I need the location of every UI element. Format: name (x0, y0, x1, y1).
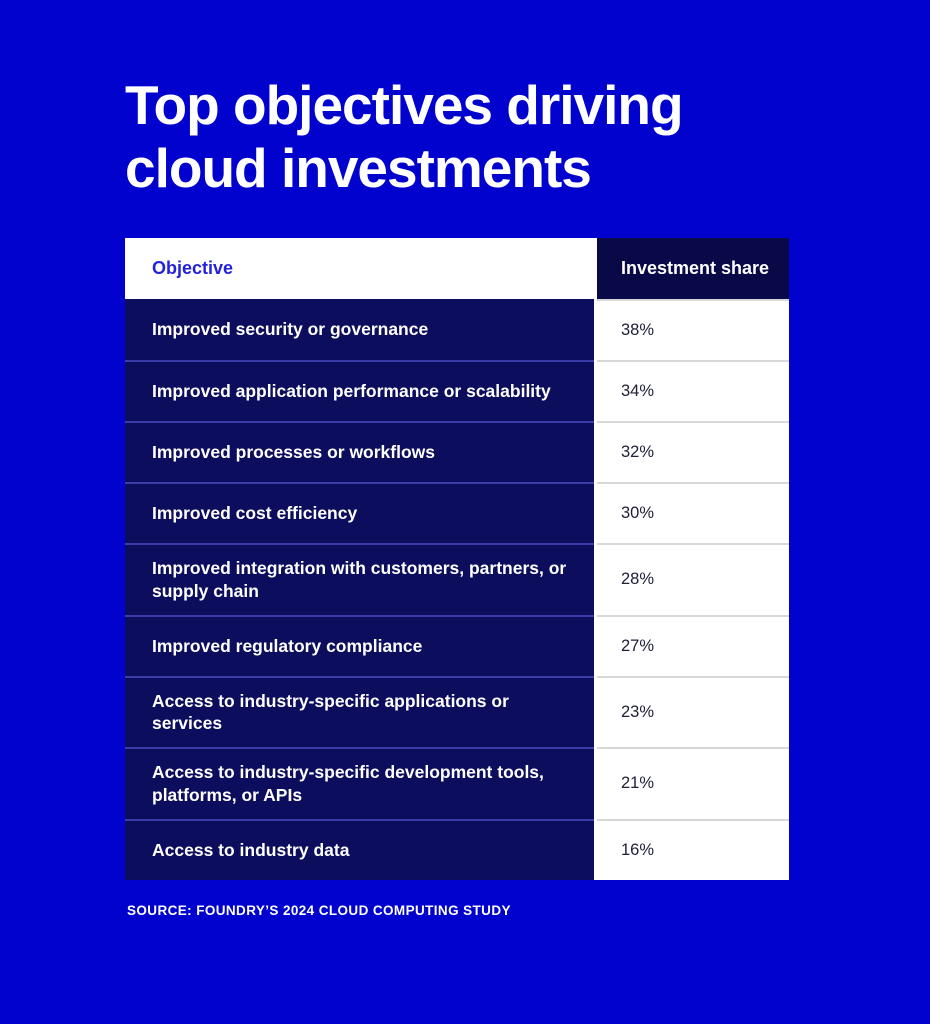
page-title-line2: cloud investments (125, 136, 592, 199)
objective-label: Access to industry-specific applications… (152, 690, 509, 734)
objective-label: Improved application performance or scal… (152, 381, 551, 402)
objective-cell: Access to industry data (125, 818, 594, 880)
objective-label: Improved processes or workflows (152, 442, 436, 463)
table-row: Improved cost efficiency 30% (125, 482, 789, 543)
share-value: 34% (621, 382, 655, 400)
objective-cell: Access to industry-specific development … (125, 747, 594, 819)
share-cell: 16% (597, 818, 789, 880)
page-title: Top objectives driving cloud investments (125, 74, 825, 199)
objective-label: Access to industry data (152, 839, 350, 860)
objective-cell: Improved application performance or scal… (125, 360, 594, 421)
share-cell: 27% (597, 614, 789, 676)
objective-cell: Improved integration with customers, par… (125, 543, 594, 615)
objectives-table: Objective Investment share Improved secu… (125, 238, 789, 880)
share-cell: 28% (597, 543, 789, 615)
header-share-label: Investment share (621, 258, 770, 278)
objective-cell: Improved security or governance (125, 299, 594, 360)
share-cell: 23% (597, 675, 789, 747)
table-row: Access to industry-specific applications… (125, 675, 789, 747)
column-divider (594, 360, 597, 421)
column-divider (594, 614, 597, 676)
objective-cell: Improved cost efficiency (125, 482, 594, 543)
share-cell: 34% (597, 360, 789, 421)
header-objective-label: Objective (152, 258, 234, 278)
share-cell: 32% (597, 421, 789, 482)
header-cell-objective: Objective (125, 238, 594, 299)
objective-cell: Access to industry-specific applications… (125, 675, 594, 747)
objective-label: Improved security or governance (152, 319, 429, 340)
objective-label: Improved integration with customers, par… (152, 558, 567, 601)
column-divider (594, 747, 597, 819)
share-value: 38% (621, 321, 655, 339)
share-value: 23% (621, 702, 655, 721)
source-citation: SOURCE: FOUNDRY’S 2024 CLOUD COMPUTING S… (127, 903, 511, 918)
column-divider (594, 421, 597, 482)
column-divider (594, 543, 597, 615)
share-value: 16% (621, 840, 655, 859)
column-divider (594, 482, 597, 543)
share-value: 32% (621, 443, 655, 461)
share-value: 27% (621, 636, 655, 655)
share-value: 30% (621, 504, 655, 522)
share-cell: 21% (597, 747, 789, 819)
column-divider (594, 238, 597, 299)
table-row: Improved integration with customers, par… (125, 543, 789, 615)
objective-label: Improved regulatory compliance (152, 635, 423, 656)
page-title-line1: Top objectives driving (125, 74, 684, 136)
table-row: Improved regulatory compliance 27% (125, 614, 789, 676)
table-row: Access to industry data 16% (125, 818, 789, 880)
table-row: Improved security or governance 38% (125, 299, 789, 360)
table-row: Access to industry-specific development … (125, 747, 789, 819)
objective-cell: Improved processes or workflows (125, 421, 594, 482)
table-row: Improved processes or workflows 32% (125, 421, 789, 482)
column-divider (594, 818, 597, 880)
column-divider (594, 299, 597, 360)
objective-label: Improved cost efficiency (152, 503, 358, 524)
share-cell: 38% (597, 299, 789, 360)
share-value: 28% (621, 570, 655, 589)
column-divider (594, 675, 597, 747)
objective-label: Access to industry-specific development … (152, 762, 544, 805)
table-header-row: Objective Investment share (125, 238, 789, 299)
share-cell: 30% (597, 482, 789, 543)
objective-cell: Improved regulatory compliance (125, 614, 594, 676)
table-row: Improved application performance or scal… (125, 360, 789, 421)
header-cell-share: Investment share (597, 238, 789, 299)
share-value: 21% (621, 774, 655, 793)
